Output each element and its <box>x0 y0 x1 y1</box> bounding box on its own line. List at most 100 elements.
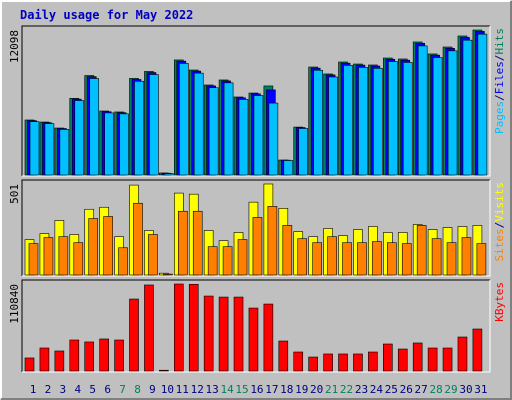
panel-edge-dark <box>21 25 490 176</box>
bar <box>477 33 488 176</box>
legend: Sites/Visits <box>493 182 506 262</box>
bar <box>174 283 184 372</box>
x-tick-label: 10 <box>161 383 174 396</box>
bar <box>238 99 249 176</box>
bar <box>342 242 352 276</box>
legend: Pages/Files/Hits <box>493 28 506 134</box>
bar <box>358 67 368 176</box>
chart-title: Daily usage for May 2022 <box>20 8 193 22</box>
legend-entry: Pages <box>493 101 506 134</box>
bar <box>119 113 129 176</box>
x-tick-label: 9 <box>149 383 156 396</box>
bar <box>313 69 323 176</box>
x-tick-label: 22 <box>340 383 353 396</box>
y-tick-label: 12098 <box>8 30 21 63</box>
bar <box>73 242 84 276</box>
bar <box>193 72 204 176</box>
bar <box>402 62 413 176</box>
bar <box>401 243 412 276</box>
bar <box>283 160 294 176</box>
bar <box>353 353 363 372</box>
bar <box>84 341 95 372</box>
bar <box>99 338 109 372</box>
bar <box>368 351 378 372</box>
x-tick-label: 14 <box>220 383 234 396</box>
bar <box>343 65 353 176</box>
bar <box>179 63 189 176</box>
bar <box>472 328 483 372</box>
panel-edge-light <box>22 180 491 277</box>
bar <box>74 100 85 176</box>
x-tick-label: 8 <box>134 383 141 396</box>
x-tick-label: 21 <box>325 383 338 396</box>
bar <box>252 217 263 276</box>
bar <box>282 225 293 276</box>
x-tick-label: 29 <box>444 383 457 396</box>
panel-edge-light <box>22 26 491 177</box>
bar <box>412 342 423 372</box>
bar <box>297 238 308 276</box>
bar <box>416 225 427 276</box>
x-tick-label: 3 <box>60 383 67 396</box>
legend-entry: Visits <box>493 182 506 222</box>
bar <box>308 356 318 372</box>
x-tick-label: 13 <box>206 383 219 396</box>
bar <box>24 357 35 372</box>
x-tick-label: 26 <box>400 383 413 396</box>
legend-separator: / <box>493 222 506 229</box>
bar <box>327 236 337 276</box>
bar <box>233 296 244 372</box>
bar <box>89 78 100 176</box>
x-tick-label: 23 <box>355 383 368 396</box>
bar <box>104 112 114 176</box>
bar <box>293 351 304 372</box>
x-tick-label: 27 <box>415 383 428 396</box>
bar <box>447 50 458 176</box>
bar <box>383 343 393 372</box>
legend: KBytes <box>493 282 506 322</box>
bar <box>203 295 214 372</box>
panel-edge-dark <box>21 179 490 276</box>
x-tick-label: 17 <box>265 383 278 396</box>
bar <box>431 238 442 276</box>
bar <box>39 347 50 372</box>
bar <box>44 123 55 176</box>
bar <box>476 243 487 276</box>
bar <box>388 61 398 176</box>
bar <box>54 350 65 372</box>
bar <box>114 339 124 372</box>
bar <box>397 348 408 372</box>
bar <box>268 102 279 176</box>
legend-separator: / <box>493 94 506 101</box>
bar <box>118 247 128 276</box>
bar <box>387 242 397 276</box>
bar <box>207 246 218 276</box>
bar <box>442 347 453 372</box>
bar <box>457 336 468 372</box>
x-tick-label: 11 <box>176 383 189 396</box>
bar <box>338 353 348 372</box>
bar <box>188 283 199 372</box>
bar <box>253 95 264 176</box>
bar <box>59 129 70 176</box>
x-tick-label: 19 <box>295 383 308 396</box>
x-tick-label: 20 <box>310 383 323 396</box>
bar <box>58 236 69 276</box>
bar <box>159 369 169 372</box>
bar <box>208 87 219 176</box>
x-tick-label: 30 <box>459 383 472 396</box>
bar <box>298 128 309 176</box>
bar <box>134 80 144 176</box>
panel-edge-dark <box>21 279 490 372</box>
legend-entry: Files <box>493 61 506 94</box>
bar <box>164 173 174 176</box>
x-tick-label: 15 <box>235 383 248 396</box>
bar <box>148 234 158 276</box>
bar <box>178 210 188 276</box>
x-tick-label: 4 <box>74 383 81 396</box>
x-tick-label: 12 <box>191 383 204 396</box>
